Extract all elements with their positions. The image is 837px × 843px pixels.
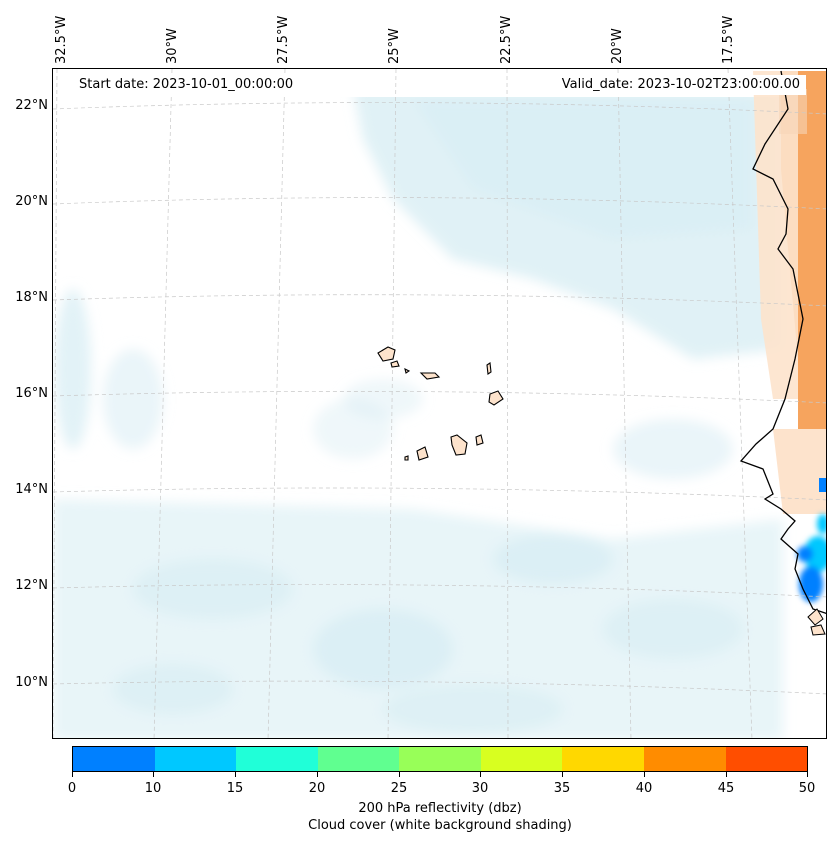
- colorbar-segment-1: [154, 747, 237, 771]
- lat-label-16n: 16°N: [15, 386, 48, 401]
- lat-label-22n: 22°N: [15, 98, 48, 113]
- lon-label-22-5w: 22.5°W: [499, 15, 514, 64]
- colorbar: [72, 746, 808, 772]
- colorbar-segment-3: [317, 747, 400, 771]
- start-date-text: Start date: 2023-10-01_00:00:00: [79, 77, 294, 92]
- colorbar-segment-4: [399, 747, 481, 771]
- colorbar-tick: [153, 772, 154, 777]
- colorbar-tick: [399, 772, 400, 777]
- colorbar-segment-7: [643, 747, 726, 771]
- lon-label-30w: 30°W: [165, 28, 180, 64]
- colorbar-tick: [317, 772, 318, 777]
- colorbar-tick-label: 45: [717, 781, 735, 796]
- lat-label-10n: 10°N: [15, 675, 48, 690]
- colorbar-tick-label: 40: [635, 781, 653, 796]
- colorbar-tick-label: 15: [226, 781, 244, 796]
- colorbar-subtitle: Cloud cover (white background shading): [308, 818, 572, 833]
- cloud-cover-shading: [53, 89, 783, 738]
- colorbar-tick: [72, 772, 73, 777]
- colorbar-segment-6: [562, 747, 644, 771]
- colorbar-tick-label: 0: [67, 781, 77, 796]
- valid-date-label: Valid_date: 2023-10-02T23:00:00.00: [530, 75, 806, 95]
- lon-label-17-5w: 17.5°W: [721, 15, 736, 64]
- west-africa-coastline: [739, 70, 826, 615]
- lat-label-12n: 12°N: [15, 578, 48, 593]
- colorbar-tick-label: 20: [308, 781, 326, 796]
- colorbar-tick: [726, 772, 727, 777]
- land-shading: [753, 71, 826, 514]
- colorbar-tick-label: 10: [144, 781, 162, 796]
- colorbar-segment-2: [236, 747, 318, 771]
- colorbar-tick: [235, 772, 236, 777]
- colorbar-tick: [644, 772, 645, 777]
- lon-label-25w: 25°W: [387, 28, 402, 64]
- colorbar-title: 200 hPa reflectivity (dbz): [358, 801, 522, 816]
- lon-label-32-5w: 32.5°W: [54, 15, 69, 64]
- lon-label-27-5w: 27.5°W: [276, 15, 291, 64]
- valid-date-text: Valid_date: 2023-10-02T23:00:00.00: [561, 77, 800, 92]
- colorbar-tick: [807, 772, 808, 777]
- graticule: [53, 69, 826, 738]
- colorbar-segment-0: [73, 747, 155, 771]
- start-date-label: Start date: 2023-10-01_00:00:00: [74, 75, 304, 95]
- colorbar-tick-label: 25: [390, 781, 408, 796]
- colorbar-tick: [480, 772, 481, 777]
- cape-verde-islands: [377, 346, 504, 461]
- lon-label-20w: 20°W: [610, 28, 625, 64]
- colorbar-segment-5: [480, 747, 563, 771]
- guinea-bissau-islands: [807, 608, 826, 636]
- lat-label-18n: 18°N: [15, 290, 48, 305]
- colorbar-tick-label: 35: [553, 781, 571, 796]
- lat-label-20n: 20°N: [15, 194, 48, 209]
- colorbar-segment-8: [725, 747, 808, 771]
- map-svg: [53, 69, 826, 738]
- colorbar-tick: [562, 772, 563, 777]
- lat-label-14n: 14°N: [15, 482, 48, 497]
- colorbar-tick-label: 50: [798, 781, 816, 796]
- map-panel: [52, 68, 827, 739]
- colorbar-tick-label: 30: [471, 781, 489, 796]
